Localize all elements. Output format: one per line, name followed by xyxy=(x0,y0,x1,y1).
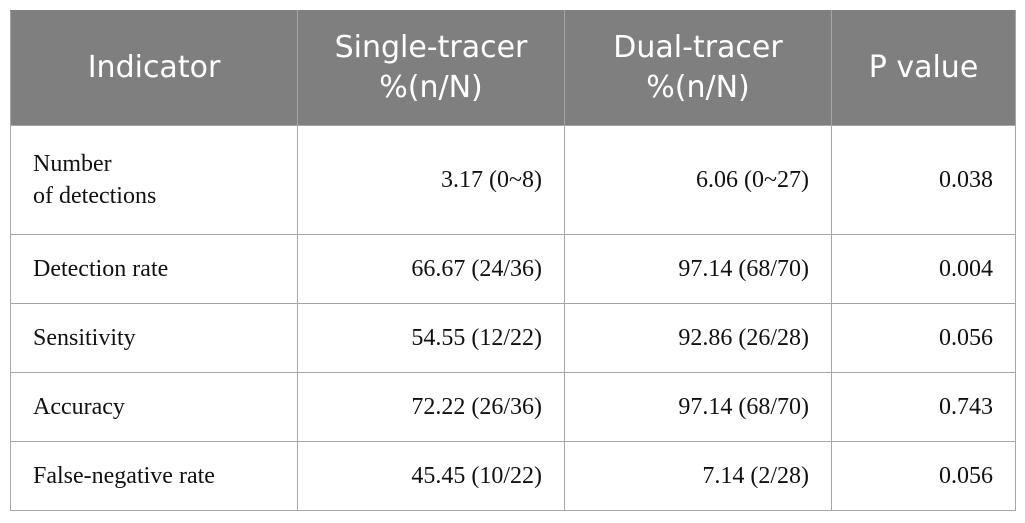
cell-indicator: Number of detections xyxy=(10,125,298,235)
header-indicator: Indicator xyxy=(10,10,298,126)
header-single-tracer-unit: %(n/N) xyxy=(379,70,483,105)
header-dual-tracer-title: Dual-tracer xyxy=(613,30,783,65)
cell-p-value: 0.038 xyxy=(831,125,1016,235)
header-single-tracer: Single-tracer %(n/N) xyxy=(297,10,565,126)
results-table-container: Indicator Single-tracer %(n/N) Dual-trac… xyxy=(10,10,1016,511)
cell-single-tracer: 66.67 (24/36) xyxy=(297,234,565,304)
header-p-value: P value xyxy=(831,10,1016,126)
table-row: Sensitivity 54.55 (12/22) 92.86 (26/28) … xyxy=(10,303,1016,373)
cell-dual-tracer: 97.14 (68/70) xyxy=(564,372,832,442)
table-body: Number of detections 3.17 (0~8) 6.06 (0~… xyxy=(10,125,1016,511)
cell-single-tracer: 54.55 (12/22) xyxy=(297,303,565,373)
cell-p-value: 0.056 xyxy=(831,303,1016,373)
cell-indicator-line1: Number xyxy=(33,151,112,177)
header-single-tracer-title: Single-tracer xyxy=(334,30,528,65)
cell-p-value: 0.743 xyxy=(831,372,1016,442)
cell-indicator: Accuracy xyxy=(10,372,298,442)
header-dual-tracer: Dual-tracer %(n/N) xyxy=(564,10,832,126)
cell-indicator-line2: of detections xyxy=(33,183,157,209)
cell-p-value: 0.056 xyxy=(831,441,1016,511)
cell-single-tracer: 72.22 (26/36) xyxy=(297,372,565,442)
cell-dual-tracer: 92.86 (26/28) xyxy=(564,303,832,373)
cell-single-tracer: 3.17 (0~8) xyxy=(297,125,565,235)
cell-indicator: Detection rate xyxy=(10,234,298,304)
table-row: False-negative rate 45.45 (10/22) 7.14 (… xyxy=(10,441,1016,511)
table-header: Indicator Single-tracer %(n/N) Dual-trac… xyxy=(10,10,1016,126)
table-row: Detection rate 66.67 (24/36) 97.14 (68/7… xyxy=(10,234,1016,304)
cell-single-tracer: 45.45 (10/22) xyxy=(297,441,565,511)
cell-indicator: False-negative rate xyxy=(10,441,298,511)
cell-dual-tracer: 7.14 (2/28) xyxy=(564,441,832,511)
cell-dual-tracer: 6.06 (0~27) xyxy=(564,125,832,235)
header-row: Indicator Single-tracer %(n/N) Dual-trac… xyxy=(10,10,1016,126)
cell-p-value: 0.004 xyxy=(831,234,1016,304)
table-row: Number of detections 3.17 (0~8) 6.06 (0~… xyxy=(10,125,1016,235)
cell-dual-tracer: 97.14 (68/70) xyxy=(564,234,832,304)
cell-indicator: Sensitivity xyxy=(10,303,298,373)
comparison-table: Indicator Single-tracer %(n/N) Dual-trac… xyxy=(10,10,1016,511)
table-row: Accuracy 72.22 (26/36) 97.14 (68/70) 0.7… xyxy=(10,372,1016,442)
header-dual-tracer-unit: %(n/N) xyxy=(646,70,750,105)
